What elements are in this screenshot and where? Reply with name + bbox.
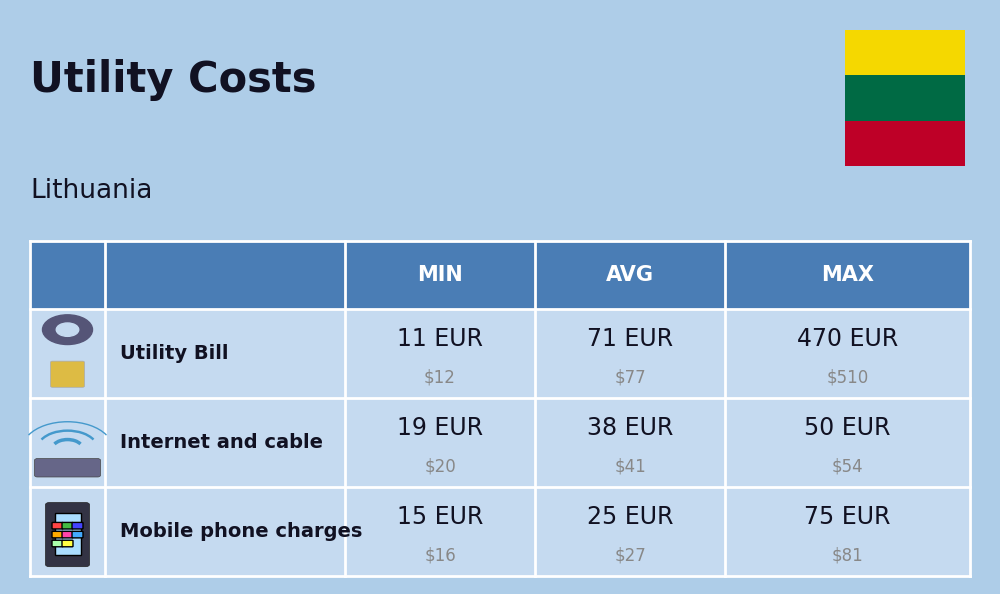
Text: $27: $27 [614,546,646,564]
FancyBboxPatch shape [55,513,80,555]
Text: $77: $77 [614,368,646,386]
FancyBboxPatch shape [845,75,965,121]
Text: $510: $510 [826,368,869,386]
FancyBboxPatch shape [72,523,83,529]
Text: 11 EUR: 11 EUR [397,327,483,350]
FancyBboxPatch shape [62,541,73,546]
Text: 75 EUR: 75 EUR [804,505,891,529]
Text: Lithuania: Lithuania [30,178,152,204]
FancyBboxPatch shape [72,532,83,538]
FancyBboxPatch shape [30,487,970,576]
Text: 470 EUR: 470 EUR [797,327,898,350]
Text: $16: $16 [424,546,456,564]
Text: 15 EUR: 15 EUR [397,505,483,529]
FancyBboxPatch shape [52,532,63,538]
FancyBboxPatch shape [30,398,970,487]
FancyBboxPatch shape [50,361,84,387]
Text: MAX: MAX [821,265,874,285]
Text: $54: $54 [832,457,863,475]
FancyBboxPatch shape [845,30,965,75]
Text: $12: $12 [424,368,456,386]
Text: 50 EUR: 50 EUR [804,416,891,440]
Text: Mobile phone charges: Mobile phone charges [120,522,362,541]
Text: $81: $81 [832,546,863,564]
FancyBboxPatch shape [62,523,73,529]
Text: 25 EUR: 25 EUR [587,505,673,529]
FancyBboxPatch shape [52,541,63,546]
FancyBboxPatch shape [845,121,965,166]
Text: Internet and cable: Internet and cable [120,433,323,452]
Text: $20: $20 [424,457,456,475]
Circle shape [56,323,79,336]
Text: Utility Bill: Utility Bill [120,344,228,363]
FancyBboxPatch shape [30,309,970,398]
Circle shape [42,315,92,345]
FancyBboxPatch shape [46,503,90,567]
Text: $41: $41 [614,457,646,475]
Text: 19 EUR: 19 EUR [397,416,483,440]
FancyBboxPatch shape [62,532,73,538]
FancyBboxPatch shape [30,241,970,309]
Text: AVG: AVG [606,265,654,285]
Text: MIN: MIN [417,265,463,285]
Text: 38 EUR: 38 EUR [587,416,673,440]
Text: 71 EUR: 71 EUR [587,327,673,350]
FancyBboxPatch shape [34,459,100,477]
FancyBboxPatch shape [52,523,63,529]
Text: Utility Costs: Utility Costs [30,59,316,102]
